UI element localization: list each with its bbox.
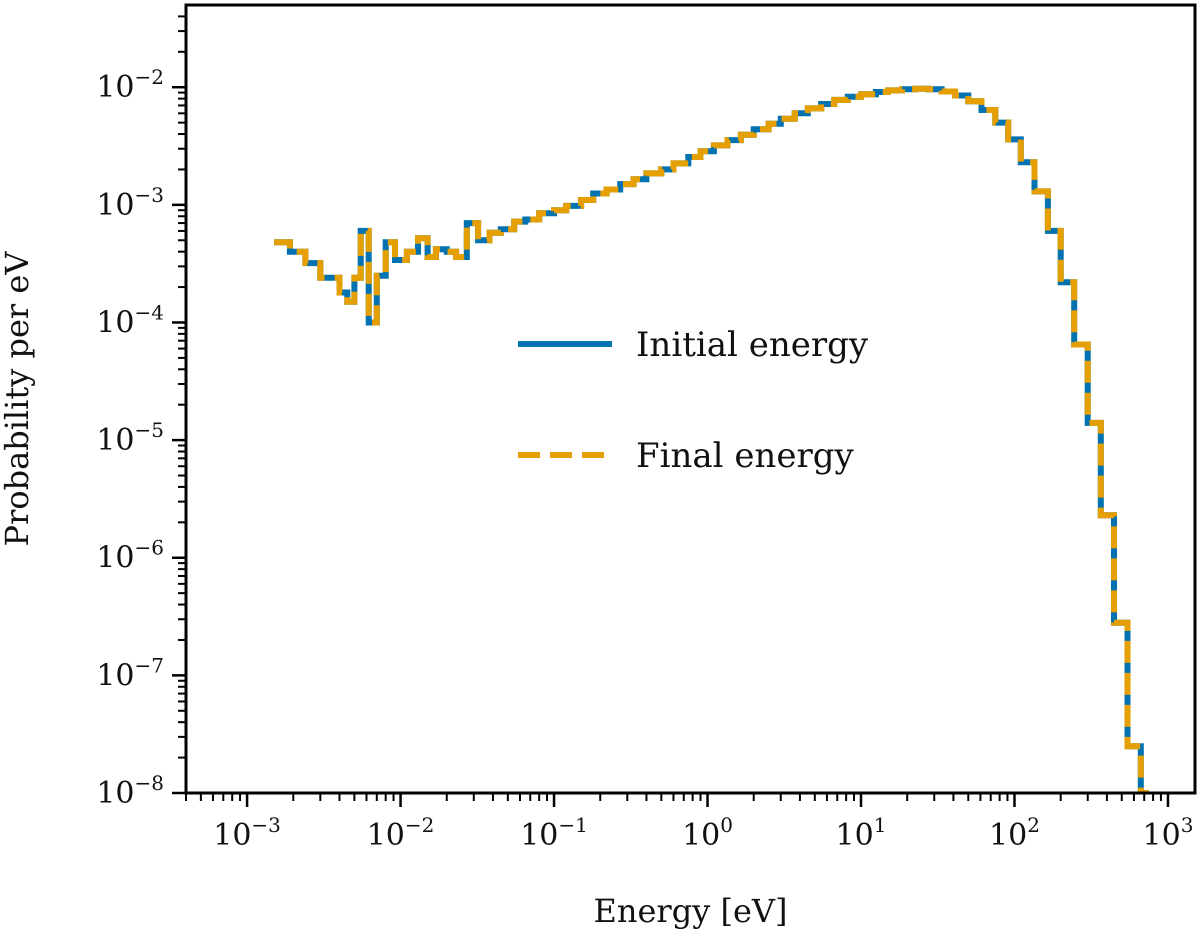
plot-frame xyxy=(184,3,1197,795)
legend-label-initial: Initial energy xyxy=(636,325,869,365)
x-tick-label: 101 xyxy=(836,813,887,853)
y-tick-label: 10−3 xyxy=(96,183,164,223)
y-tick-label: 10−6 xyxy=(96,536,164,576)
x-tick-label: 10−2 xyxy=(367,813,435,853)
y-tick-label: 10−2 xyxy=(96,65,164,105)
ticks-layer: 10−3 10−2 10−1 100 101 102 103 10−8 10−7 10−6 10−5… xyxy=(96,15,1194,853)
x-axis-label: Energy [eV] xyxy=(594,892,788,930)
x-tick-label: 102 xyxy=(989,813,1040,853)
series-layer xyxy=(274,85,1149,793)
x-tick-label: 10−1 xyxy=(520,813,588,853)
y-tick-label: 10−5 xyxy=(96,418,164,458)
legend: Initial energy Final energy xyxy=(518,325,869,476)
y-tick-label: 10−7 xyxy=(96,653,164,693)
y-axis-label: Probability per eV xyxy=(0,251,36,547)
x-tick-label: 10−3 xyxy=(213,813,281,853)
legend-label-final: Final energy xyxy=(636,436,854,476)
series-line-final-energy xyxy=(274,85,1149,793)
y-tick-label: 10−4 xyxy=(96,300,164,340)
x-tick-label: 103 xyxy=(1143,813,1194,853)
x-tick-label: 100 xyxy=(682,813,733,853)
labels-layer: Energy [eV] Probability per eV xyxy=(0,251,787,930)
y-tick-label: 10−8 xyxy=(96,771,164,811)
